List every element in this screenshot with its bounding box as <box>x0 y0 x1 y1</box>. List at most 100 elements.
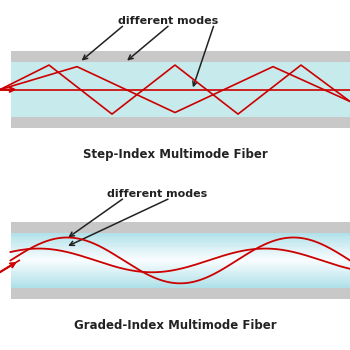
Bar <box>10 261 350 262</box>
Bar <box>10 105 350 106</box>
Bar <box>10 247 350 248</box>
Bar <box>10 98 350 99</box>
Bar <box>10 268 350 270</box>
Bar <box>10 76 350 78</box>
Bar <box>10 262 350 263</box>
Bar <box>10 280 350 281</box>
Bar <box>10 70 350 71</box>
Bar <box>10 251 350 252</box>
Bar <box>10 234 350 236</box>
Bar <box>10 113 350 114</box>
Bar <box>10 72 350 73</box>
Bar <box>10 246 350 247</box>
Bar <box>10 78 350 79</box>
Bar <box>10 222 350 233</box>
Bar <box>10 112 350 113</box>
Bar <box>10 235 350 236</box>
Bar <box>10 89 350 90</box>
Bar <box>10 99 350 100</box>
Bar <box>10 264 350 265</box>
Bar <box>10 239 350 240</box>
Bar <box>10 73 350 74</box>
Bar <box>10 89 350 91</box>
Bar <box>10 236 350 237</box>
Bar <box>10 88 350 89</box>
Bar <box>10 93 350 94</box>
Bar <box>10 51 350 62</box>
Bar <box>10 278 350 279</box>
Bar <box>10 81 350 82</box>
Bar <box>10 256 350 257</box>
Bar <box>10 82 350 83</box>
Text: different modes: different modes <box>107 189 208 199</box>
Bar <box>10 282 350 284</box>
Bar <box>10 253 350 254</box>
Bar <box>10 90 350 91</box>
Bar <box>10 263 350 264</box>
Bar <box>10 270 350 271</box>
Bar <box>10 63 350 64</box>
Text: Step-Index Multimode Fiber: Step-Index Multimode Fiber <box>83 148 267 161</box>
Bar <box>10 254 350 255</box>
Bar <box>10 114 350 116</box>
Bar <box>10 283 350 285</box>
Bar <box>10 71 350 72</box>
Bar <box>10 85 350 86</box>
Bar <box>10 281 350 282</box>
Text: Graded-Index Multimode Fiber: Graded-Index Multimode Fiber <box>74 319 276 332</box>
Bar <box>10 107 350 108</box>
Bar <box>10 280 350 282</box>
Bar <box>10 287 350 288</box>
Bar <box>10 248 350 249</box>
Bar <box>10 288 350 299</box>
Bar <box>10 285 350 286</box>
Bar <box>10 257 350 258</box>
Bar <box>10 237 350 238</box>
Bar <box>10 115 350 116</box>
Bar <box>10 109 350 110</box>
Bar <box>10 84 350 85</box>
Bar <box>10 240 350 241</box>
Bar <box>10 284 350 285</box>
Bar <box>10 243 350 244</box>
Bar <box>10 117 350 128</box>
Bar <box>10 92 350 93</box>
Bar <box>10 265 350 266</box>
Bar <box>10 279 350 280</box>
Bar <box>10 80 350 81</box>
Bar <box>10 66 350 68</box>
Bar <box>10 271 350 272</box>
Bar <box>10 86 350 88</box>
Bar <box>10 83 350 84</box>
Bar <box>10 99 350 101</box>
Bar <box>10 104 350 105</box>
Bar <box>10 95 350 96</box>
Bar <box>10 116 350 117</box>
Bar <box>10 250 350 251</box>
Bar <box>10 259 350 260</box>
Bar <box>10 272 350 273</box>
Bar <box>10 108 350 109</box>
Bar <box>10 103 350 104</box>
Bar <box>10 270 350 272</box>
Bar <box>10 75 350 76</box>
Bar <box>10 94 350 95</box>
Bar <box>10 266 350 267</box>
Bar <box>10 268 350 269</box>
Bar <box>10 286 350 287</box>
Bar <box>10 249 350 250</box>
Bar <box>10 260 350 261</box>
Bar <box>10 110 350 111</box>
Bar <box>10 276 350 277</box>
Text: different modes: different modes <box>118 16 218 26</box>
Bar <box>10 100 350 101</box>
Bar <box>10 79 350 81</box>
Bar <box>10 242 350 243</box>
Bar <box>10 275 350 276</box>
Bar <box>10 64 350 65</box>
Bar <box>10 102 350 103</box>
Bar <box>10 244 350 245</box>
Bar <box>10 232 350 234</box>
Bar <box>10 277 350 278</box>
Bar <box>10 106 350 107</box>
